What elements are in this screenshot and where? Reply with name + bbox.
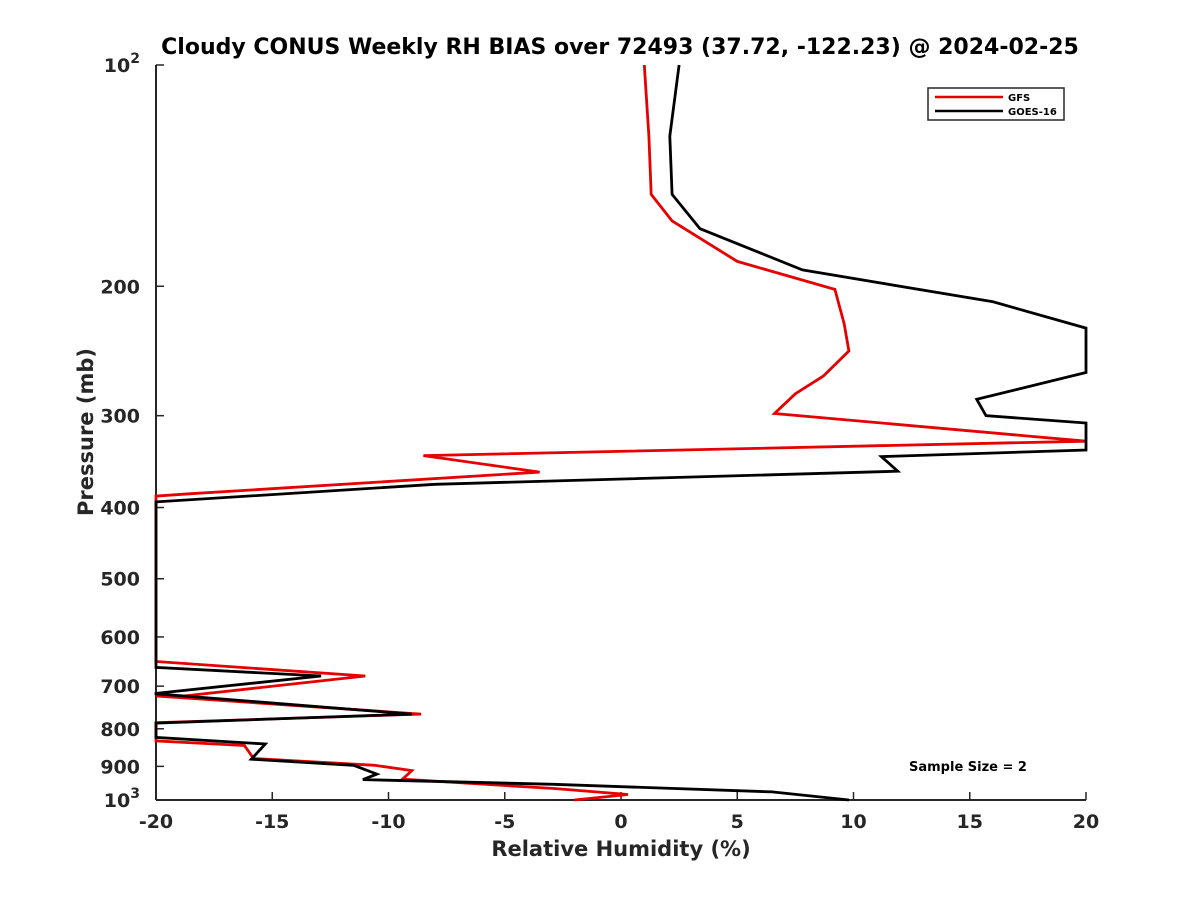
x-tick-label: -5 [494, 811, 515, 833]
legend: GFS GOES-16 [927, 87, 1065, 121]
series-line-gfs [154, 64, 1087, 802]
y-tick-label-base: 800 [100, 719, 140, 741]
y-tick-label-base: 300 [100, 406, 140, 428]
x-tick-label: 5 [731, 811, 744, 833]
y-tick-label-base: 10 [104, 55, 130, 77]
y-tick-label: 600 [100, 627, 140, 649]
y-tick-label-exponent: 3 [130, 786, 140, 802]
legend-label-goes16: GOES-16 [1008, 107, 1057, 118]
y-tick-label: 200 [100, 276, 140, 298]
y-tick-label-base: 200 [100, 276, 140, 298]
x-tick-label: 20 [1073, 811, 1099, 833]
y-tick-label: 102 [104, 51, 140, 77]
y-tick-label: 300 [100, 406, 140, 428]
series-line-goes16 [154, 64, 1088, 802]
y-tick-label: 103 [104, 786, 140, 812]
chart-title: Cloudy CONUS Weekly RH BIAS over 72493 (… [161, 35, 1079, 60]
x-tick-label: 15 [957, 811, 983, 833]
x-ticks: -20 -15 -10 -5 0 5 10 15 20 [139, 792, 1099, 833]
y-tick-label-base: 600 [100, 627, 140, 649]
y-tick-label: 500 [100, 569, 140, 591]
y-axis-label: Pressure (mb) [74, 348, 98, 516]
y-tick-label-base: 500 [100, 569, 140, 591]
x-tick-label: 10 [840, 811, 866, 833]
plot-area: -20 -15 -10 -5 0 5 10 15 20 10220030040050060070… [100, 51, 1099, 833]
y-tick-label-exponent: 2 [130, 51, 140, 67]
legend-box [927, 87, 1065, 121]
x-tick-label: 0 [614, 811, 627, 833]
legend-label-gfs: GFS [1008, 93, 1030, 104]
x-axis-label: Relative Humidity (%) [491, 837, 750, 861]
x-tick-label: -20 [139, 811, 173, 833]
sample-size-annotation: Sample Size = 2 [909, 760, 1027, 775]
y-tick-label-base: 400 [100, 498, 140, 520]
y-tick-label: 900 [100, 756, 140, 778]
y-tick-label-base: 700 [100, 676, 140, 698]
y-tick-label: 800 [100, 719, 140, 741]
y-tick-label-base: 900 [100, 756, 140, 778]
x-tick-label: -15 [255, 811, 289, 833]
y-tick-label: 400 [100, 498, 140, 520]
y-tick-label: 700 [100, 676, 140, 698]
series-layer [154, 64, 1088, 802]
y-tick-label-base: 10 [104, 790, 130, 812]
x-tick-label: -10 [371, 811, 405, 833]
